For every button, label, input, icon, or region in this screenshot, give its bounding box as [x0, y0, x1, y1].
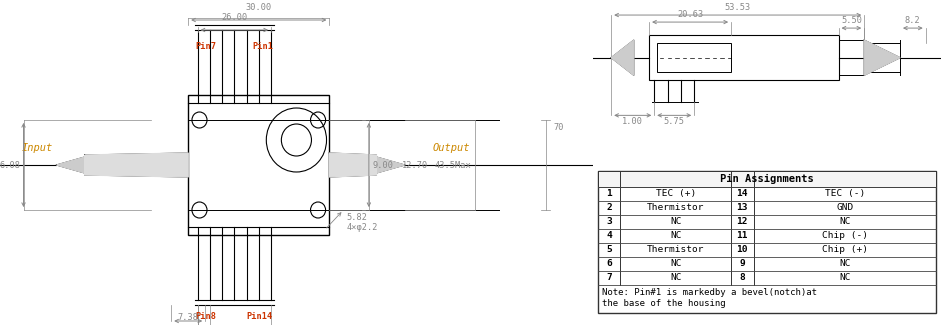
Text: 53.53: 53.53	[725, 3, 751, 12]
Polygon shape	[864, 40, 900, 75]
Text: 5.50: 5.50	[841, 16, 862, 25]
Text: 12.70: 12.70	[402, 161, 428, 170]
Text: 4: 4	[606, 231, 612, 240]
Polygon shape	[329, 153, 376, 177]
Text: 5.75: 5.75	[663, 117, 685, 126]
Text: 14: 14	[737, 189, 748, 198]
Text: 3: 3	[606, 217, 612, 226]
Text: Pin1: Pin1	[252, 42, 273, 51]
Text: 70: 70	[553, 123, 564, 132]
Bar	[658, 43, 731, 72]
Text: 5: 5	[606, 245, 612, 254]
Text: 30.00: 30.00	[246, 3, 272, 12]
Text: 8.2: 8.2	[904, 16, 920, 25]
Text: Chip (+): Chip (+)	[821, 245, 868, 254]
Text: 7.38: 7.38	[178, 313, 199, 322]
Text: Output: Output	[433, 143, 470, 153]
Text: 9.00: 9.00	[373, 161, 393, 170]
Text: 13: 13	[737, 203, 748, 212]
Text: 20.63: 20.63	[677, 10, 703, 19]
Bar	[649, 35, 838, 80]
Text: Pin Assignments: Pin Assignments	[720, 174, 814, 184]
Text: Pin14: Pin14	[247, 312, 273, 321]
Text: Pin8: Pin8	[196, 312, 216, 321]
Text: Thermistor: Thermistor	[647, 203, 705, 212]
Text: NC: NC	[839, 273, 851, 282]
Text: 10: 10	[737, 245, 748, 254]
Text: Thermistor: Thermistor	[647, 245, 705, 254]
Text: 5.82: 5.82	[346, 213, 367, 222]
Text: 2: 2	[606, 203, 612, 212]
Polygon shape	[376, 157, 405, 173]
Text: 11: 11	[737, 231, 748, 240]
Text: 1: 1	[606, 189, 612, 198]
Text: the base of the housing: the base of the housing	[602, 299, 726, 308]
Text: NC: NC	[839, 259, 851, 268]
Text: 6: 6	[606, 259, 612, 268]
Text: TEC (-): TEC (-)	[824, 189, 865, 198]
Text: NC: NC	[670, 259, 681, 268]
Bar	[598, 171, 936, 187]
Text: Note: Pin#1 is markedby a bevel(notch)at: Note: Pin#1 is markedby a bevel(notch)at	[602, 288, 817, 297]
Text: NC: NC	[839, 217, 851, 226]
Text: 26.00: 26.00	[221, 13, 247, 22]
Polygon shape	[56, 157, 85, 173]
Bar	[838, 40, 864, 75]
Text: 43.5Max: 43.5Max	[435, 161, 471, 170]
Text: 12: 12	[737, 217, 748, 226]
Text: 4×φ2.2: 4×φ2.2	[346, 223, 377, 231]
Polygon shape	[85, 153, 188, 177]
Text: TEC (+): TEC (+)	[656, 189, 696, 198]
Text: Pin7: Pin7	[196, 42, 216, 51]
Text: 1.00: 1.00	[622, 117, 644, 126]
Polygon shape	[612, 40, 634, 75]
Bar	[188, 95, 329, 235]
Text: NC: NC	[670, 231, 681, 240]
Text: Input: Input	[22, 143, 54, 153]
Text: Chip (-): Chip (-)	[821, 231, 868, 240]
Text: 6.08: 6.08	[0, 161, 21, 170]
Text: 9: 9	[740, 259, 745, 268]
Text: NC: NC	[670, 273, 681, 282]
Bar	[598, 171, 936, 313]
Text: GND: GND	[837, 203, 853, 212]
Text: NC: NC	[670, 217, 681, 226]
Text: 8: 8	[740, 273, 745, 282]
Text: 7: 7	[606, 273, 612, 282]
